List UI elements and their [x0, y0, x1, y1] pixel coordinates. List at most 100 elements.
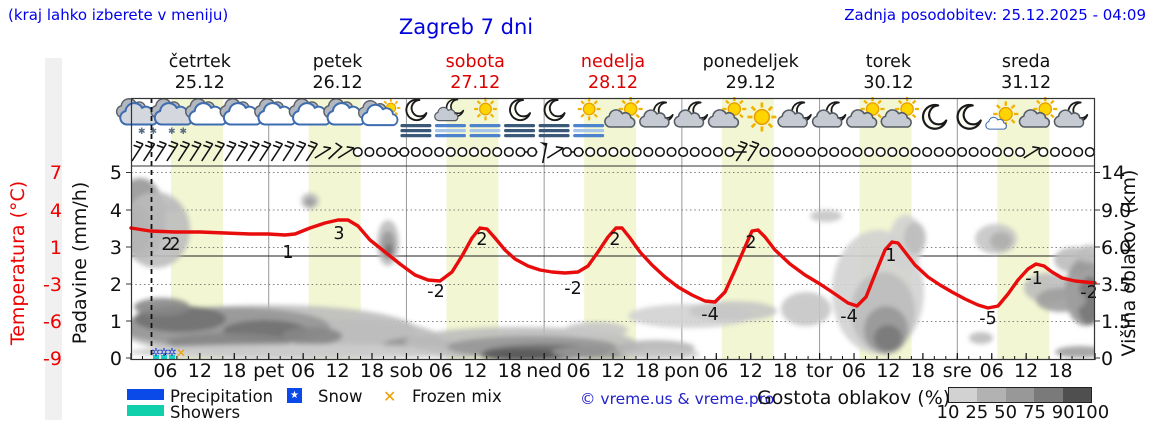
weather-icon-moon-cloud — [777, 101, 812, 128]
cloud-part — [845, 109, 878, 128]
fog-bar — [538, 129, 570, 133]
cloud-part — [811, 109, 843, 128]
wind-symbol — [492, 146, 503, 158]
cloud-front — [434, 106, 459, 122]
temperature-value-label: -1 — [1025, 269, 1042, 289]
wind-symbol — [201, 140, 214, 162]
weather-icon-sun-cloud — [845, 97, 885, 128]
snow-swatch: ★ — [287, 388, 302, 403]
sun-part — [474, 97, 497, 121]
sun-ray — [593, 100, 598, 105]
temperature-curve — [129, 218, 1097, 310]
weather-icon-sun-fog-blue — [469, 97, 501, 138]
wind-symbol — [212, 140, 226, 162]
cloud-front — [1053, 109, 1085, 128]
weather-icon-sun-cloud — [604, 97, 643, 128]
fog-bar — [469, 129, 501, 133]
time-tick-label: ned — [526, 360, 562, 382]
cloud-density-blob — [689, 301, 777, 321]
temperature-value-label: -2 — [564, 279, 581, 299]
weather-icon-sun-cloud — [1018, 97, 1058, 128]
precip-tick: 0 — [109, 347, 122, 370]
snow-label: Snow — [318, 387, 363, 406]
wind-calm-circle — [410, 146, 421, 158]
time-tick-label: 12 — [876, 360, 900, 382]
showers-label: Showers — [170, 403, 241, 422]
wind-symbol — [573, 146, 584, 158]
temperature-value-label: 3 — [333, 224, 344, 244]
time-tick-label: 18 — [360, 360, 384, 382]
weather-icon-moon — [956, 103, 982, 130]
wind-symbol — [247, 140, 260, 162]
fog-bar — [504, 129, 536, 133]
day-name: petek — [312, 52, 363, 72]
wind-calm-circle — [585, 146, 596, 158]
wind-symbol — [364, 146, 375, 158]
temperature-value-label: 2 — [476, 230, 487, 250]
day-date: 30.12 — [863, 73, 914, 93]
wind-symbol — [259, 140, 272, 162]
wind-calm-circle — [678, 146, 689, 158]
wind-barb-steep — [541, 142, 548, 164]
cloud-part — [639, 109, 670, 128]
wind-symbol — [701, 146, 712, 158]
precipitation-swatch — [127, 389, 164, 400]
day-name: sreda — [1001, 52, 1051, 72]
time-tick-label: 06 — [704, 360, 728, 382]
day-name: sobota — [445, 52, 505, 72]
wind-symbol — [840, 146, 851, 158]
wind-barb — [201, 140, 214, 162]
wind-symbol — [608, 146, 619, 158]
wind-barb-flat — [337, 146, 355, 159]
time-tick-label: 18 — [222, 360, 246, 382]
wind-symbol — [968, 146, 979, 158]
wind-calm-circle — [724, 146, 735, 158]
day-name: nedelja — [580, 52, 646, 72]
wind-calm-circle — [968, 146, 979, 158]
snow-marker: ✲ — [167, 346, 176, 359]
weather-icon-cloud-dark — [115, 98, 159, 126]
cloud-front — [707, 109, 740, 128]
cloud-density-blob — [564, 322, 628, 338]
fog-bar — [434, 129, 466, 133]
wind-symbol — [898, 146, 909, 158]
fog-bar — [434, 134, 466, 138]
wind-calm-circle — [817, 146, 828, 158]
weather-icon-moon-fog-dark — [400, 98, 432, 138]
sun-ray — [593, 113, 598, 118]
time-tick-label: 06 — [429, 360, 453, 382]
cloud-front — [673, 109, 705, 128]
wind-calm-circle — [1038, 146, 1049, 158]
sun-ray — [1010, 118, 1016, 124]
frozen-mix-marker: ✕ — [176, 346, 186, 360]
copyright-link[interactable]: © vreme.us & vreme.pro — [580, 390, 775, 408]
temp-tick: 1 — [49, 236, 62, 259]
cloud-front — [604, 109, 636, 128]
wind-symbol — [282, 140, 295, 162]
sun-ray — [877, 113, 882, 119]
cloud-part — [707, 109, 740, 128]
wind-barb — [224, 140, 237, 162]
wind-calm-circle — [375, 146, 387, 158]
precip-tick: 1 — [109, 310, 122, 333]
weather-icon-sun-cloud — [880, 97, 920, 128]
precip-tick: 5 — [109, 162, 122, 184]
cloud-height-tick: 1.5 — [1101, 310, 1132, 333]
sun-ray — [911, 99, 917, 105]
wind-calm-circle — [910, 146, 921, 158]
time-tick-label: pet — [253, 360, 284, 382]
wind-calm-circle — [666, 146, 677, 158]
temp-tick: 4 — [49, 199, 62, 222]
cloud-part — [880, 109, 912, 128]
sun-ray — [621, 99, 626, 105]
wind-symbol — [991, 146, 1002, 158]
wind-barb — [270, 140, 284, 162]
time-tick-label: 18 — [498, 360, 522, 382]
fog-bar — [504, 134, 536, 138]
time-tick-label: 12 — [188, 360, 212, 382]
wind-symbol — [980, 146, 991, 158]
cloud-part — [357, 100, 399, 127]
temperature-value-label: 2 — [745, 233, 756, 253]
cloud-front — [845, 109, 878, 128]
